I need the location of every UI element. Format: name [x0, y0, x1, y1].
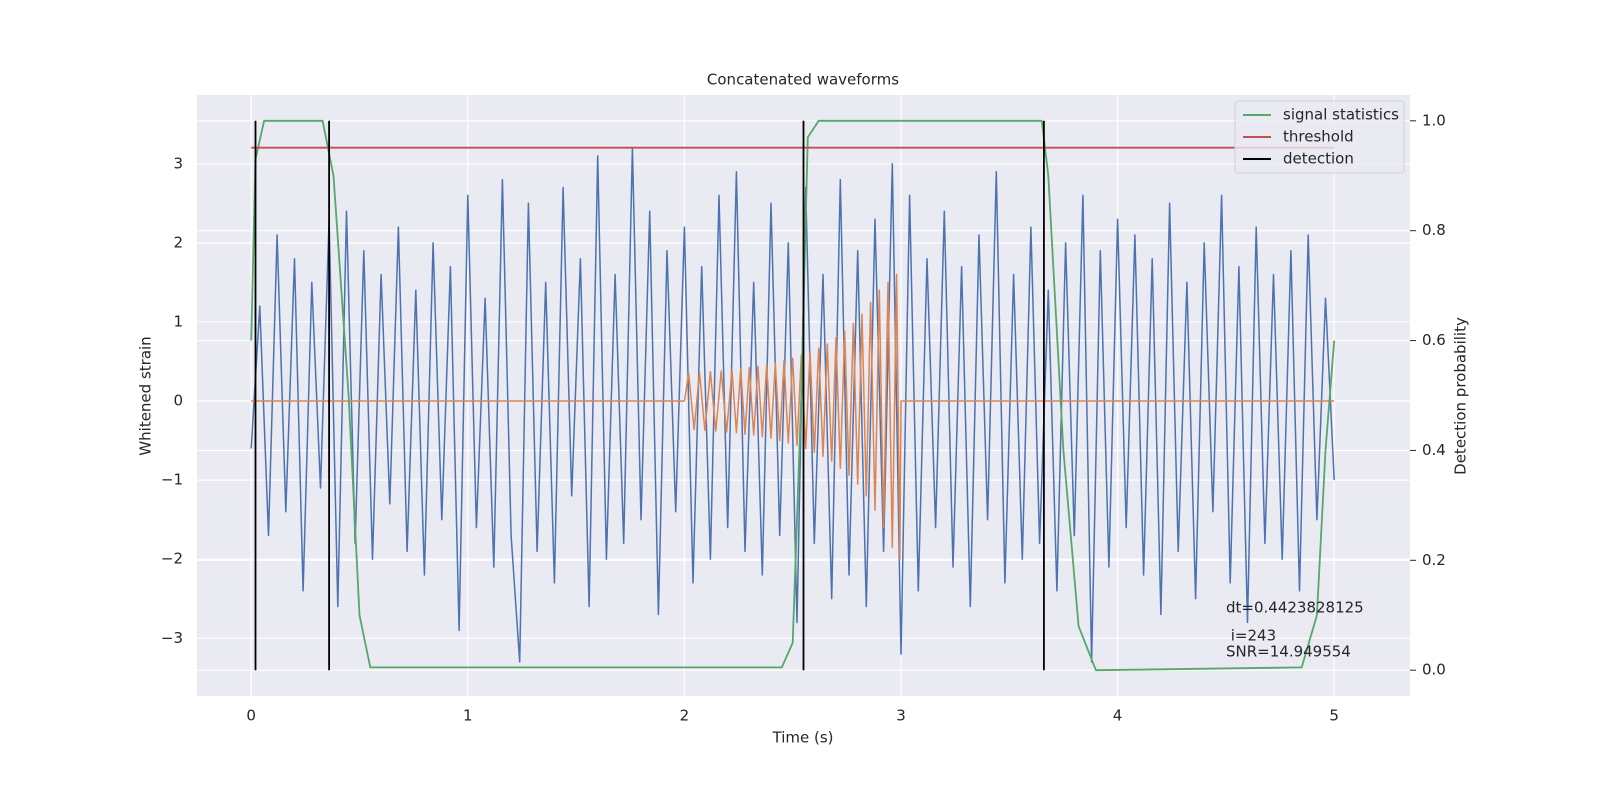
- x-tick-label: 2: [680, 707, 690, 725]
- y-tick-label: −2: [161, 550, 183, 568]
- y2-axis-label: Detection probability: [1452, 317, 1470, 475]
- y-axis-label: Whitened strain: [137, 336, 155, 455]
- y-tick-label: −3: [161, 629, 183, 647]
- y-tick-label: 1: [173, 312, 183, 330]
- x-axis-label: Time (s): [772, 729, 834, 747]
- y2-tick-label: 1.0: [1422, 111, 1446, 129]
- series-line: [254, 120, 1045, 671]
- y2-tick-label: 0.8: [1422, 221, 1446, 239]
- y-tick-label: −1: [161, 471, 183, 489]
- y-tick-label: 2: [173, 233, 183, 251]
- x-tick-label: 5: [1329, 707, 1339, 725]
- legend-label: threshold: [1283, 128, 1354, 146]
- x-tick-label: 4: [1113, 707, 1123, 725]
- series-line: [250, 147, 1335, 663]
- x-tick-label: 1: [463, 707, 473, 725]
- x-tick-label: 0: [246, 707, 256, 725]
- y-tick-label: 3: [173, 154, 183, 172]
- annotation: SNR=14.949554: [1226, 643, 1351, 661]
- y-tick-label: 0: [173, 392, 183, 410]
- y2-tick-label: 0.4: [1422, 441, 1446, 459]
- y2-tick-label: 0.2: [1422, 551, 1446, 569]
- annotation: i=243: [1226, 627, 1276, 645]
- series-line: [251, 273, 1335, 560]
- x-tick-label: 3: [896, 707, 906, 725]
- y2-tick-label: 0.6: [1422, 331, 1446, 349]
- y2-tick-label: 0.0: [1422, 661, 1446, 679]
- chart-title: Concatenated waveforms: [707, 71, 899, 89]
- legend-label: detection: [1283, 150, 1354, 168]
- annotation: dt=0.4423828125: [1226, 599, 1364, 617]
- legend-box: [1234, 100, 1405, 174]
- legend-label: signal statistics: [1283, 106, 1399, 124]
